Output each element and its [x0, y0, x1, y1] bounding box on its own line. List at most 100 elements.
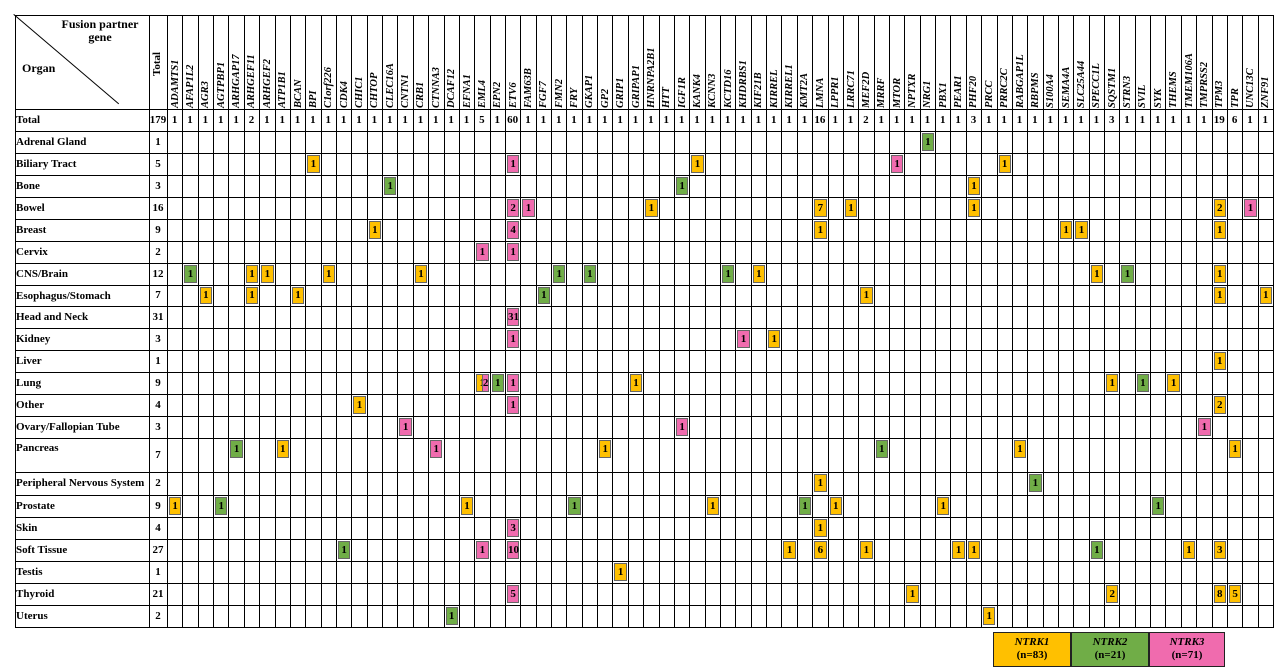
- fusion-cell: 1: [844, 199, 858, 217]
- total-value: 1: [771, 114, 777, 126]
- row-label: Ovary/Fallopian Tube: [16, 421, 120, 433]
- fusion-cell: 1: [906, 585, 919, 603]
- row-total: 1: [155, 136, 161, 148]
- gene-header: C1orf226: [323, 67, 335, 108]
- gene-header: GP2: [599, 88, 611, 108]
- total-column-header: Total: [151, 51, 163, 76]
- fusion-cell: 1: [752, 265, 766, 283]
- gene-header: CHTOP: [369, 72, 381, 108]
- total-value: 1: [371, 114, 378, 126]
- fusion-cell: 1: [276, 440, 289, 458]
- row-label: Liver: [16, 355, 42, 367]
- grid-vline: [997, 15, 998, 628]
- gene-header: SLC25A44: [1075, 60, 1087, 108]
- total-value: 1: [494, 114, 501, 126]
- fusion-cell: 1: [384, 177, 397, 195]
- grid-vline: [797, 15, 798, 628]
- total-value: 1: [847, 114, 854, 126]
- row-label: Kidney: [16, 333, 51, 345]
- fusion-cell: 1: [337, 541, 351, 559]
- row-label: Bone: [16, 180, 40, 192]
- gene-header: ARHGEF2: [261, 58, 273, 108]
- gene-header: AGTPBP1: [215, 61, 227, 108]
- gene-header: BCAN: [292, 79, 304, 108]
- gene-header: FRY: [569, 87, 581, 108]
- fusion-cell: 1: [967, 177, 981, 195]
- row-total: 4: [155, 522, 161, 534]
- fusion-cell: 1: [1059, 221, 1073, 239]
- total-value: 1: [939, 114, 946, 126]
- fusion-cell: 1: [1136, 374, 1150, 392]
- grid-vline: [213, 15, 214, 628]
- fusion-cell: 1: [261, 265, 274, 283]
- fusion-cell: 1: [829, 497, 842, 515]
- grid-hline: [15, 197, 1274, 198]
- fusion-cell: 1: [937, 497, 950, 515]
- gene-header: HTT: [661, 87, 673, 108]
- grid-vline: [981, 15, 982, 628]
- fusion-cell: 2: [506, 199, 520, 217]
- grid-vline: [597, 15, 598, 628]
- row-total: 179: [149, 114, 167, 126]
- fusion-cell: 1: [783, 541, 796, 559]
- total-value: 1: [1170, 114, 1176, 126]
- grid-vline: [1135, 15, 1136, 628]
- total-value: 2: [863, 114, 869, 126]
- row-total: 9: [155, 224, 161, 236]
- row-total: 7: [155, 289, 161, 301]
- gene-header: CRB1: [415, 81, 427, 108]
- total-value: 1: [294, 114, 301, 126]
- total-value: 1: [525, 114, 531, 126]
- grid-vline: [520, 15, 521, 628]
- gene-header: KMT2A: [799, 72, 811, 108]
- total-value: 1: [893, 114, 900, 126]
- fusion-cell: 1: [184, 265, 197, 283]
- grid-vline: [781, 15, 782, 628]
- legend-ntrk3-name: NTRK3: [1169, 636, 1205, 648]
- total-value: 1: [218, 114, 224, 126]
- grid-hline: [15, 175, 1274, 176]
- total-value: 1: [1016, 114, 1023, 126]
- row-total: 5: [155, 158, 161, 170]
- fusion-cell: 1: [506, 330, 520, 348]
- row-total: 31: [152, 311, 164, 323]
- fusion-cell: 1: [1182, 541, 1196, 559]
- fusion-cell: 1: [1013, 440, 1027, 458]
- fusion-cell: 1: [568, 497, 581, 515]
- fusion-cell: 3: [506, 519, 520, 537]
- grid-hline: [15, 539, 1274, 540]
- gene-header: SYK: [1152, 88, 1164, 108]
- total-value: 1: [1124, 114, 1130, 126]
- grid-vline: [1119, 15, 1120, 628]
- grid-hline: [15, 605, 1274, 606]
- total-value: 1: [1032, 114, 1038, 126]
- fusion-cell: 1: [491, 374, 504, 392]
- gene-header: MEF2D: [860, 71, 872, 108]
- grid-vline: [828, 15, 829, 628]
- grid-vline: [228, 15, 229, 628]
- total-value: 5: [479, 114, 485, 126]
- gene-header: SQSTM1: [1106, 67, 1118, 108]
- total-value: 6: [1231, 114, 1238, 126]
- gene-header: LRRC71: [845, 70, 857, 108]
- fusion-cell: 1: [814, 221, 827, 239]
- total-value: 1: [648, 114, 654, 126]
- gene-header: TMEM106A: [1183, 53, 1195, 108]
- grid-vline: [843, 15, 844, 628]
- grid-vline: [505, 15, 506, 628]
- fusion-cell: 2: [1213, 199, 1226, 217]
- fusion-cell: 31: [506, 308, 520, 326]
- gene-header: KCNN3: [707, 73, 719, 108]
- total-value: 1: [663, 114, 669, 126]
- fusion-cell: 10: [506, 541, 520, 559]
- fusion-cell: 1: [798, 497, 812, 515]
- row-total: 1: [155, 566, 161, 578]
- grid-vline: [428, 15, 429, 628]
- row-label: Biliary Tract: [16, 158, 77, 170]
- fusion-cell: 1: [1090, 265, 1104, 283]
- grid-vline: [305, 15, 306, 628]
- grid-vline: [612, 15, 613, 628]
- grid-hline: [15, 438, 1274, 439]
- row-label: Bowel: [16, 202, 45, 214]
- fusion-cell: 1: [230, 440, 243, 458]
